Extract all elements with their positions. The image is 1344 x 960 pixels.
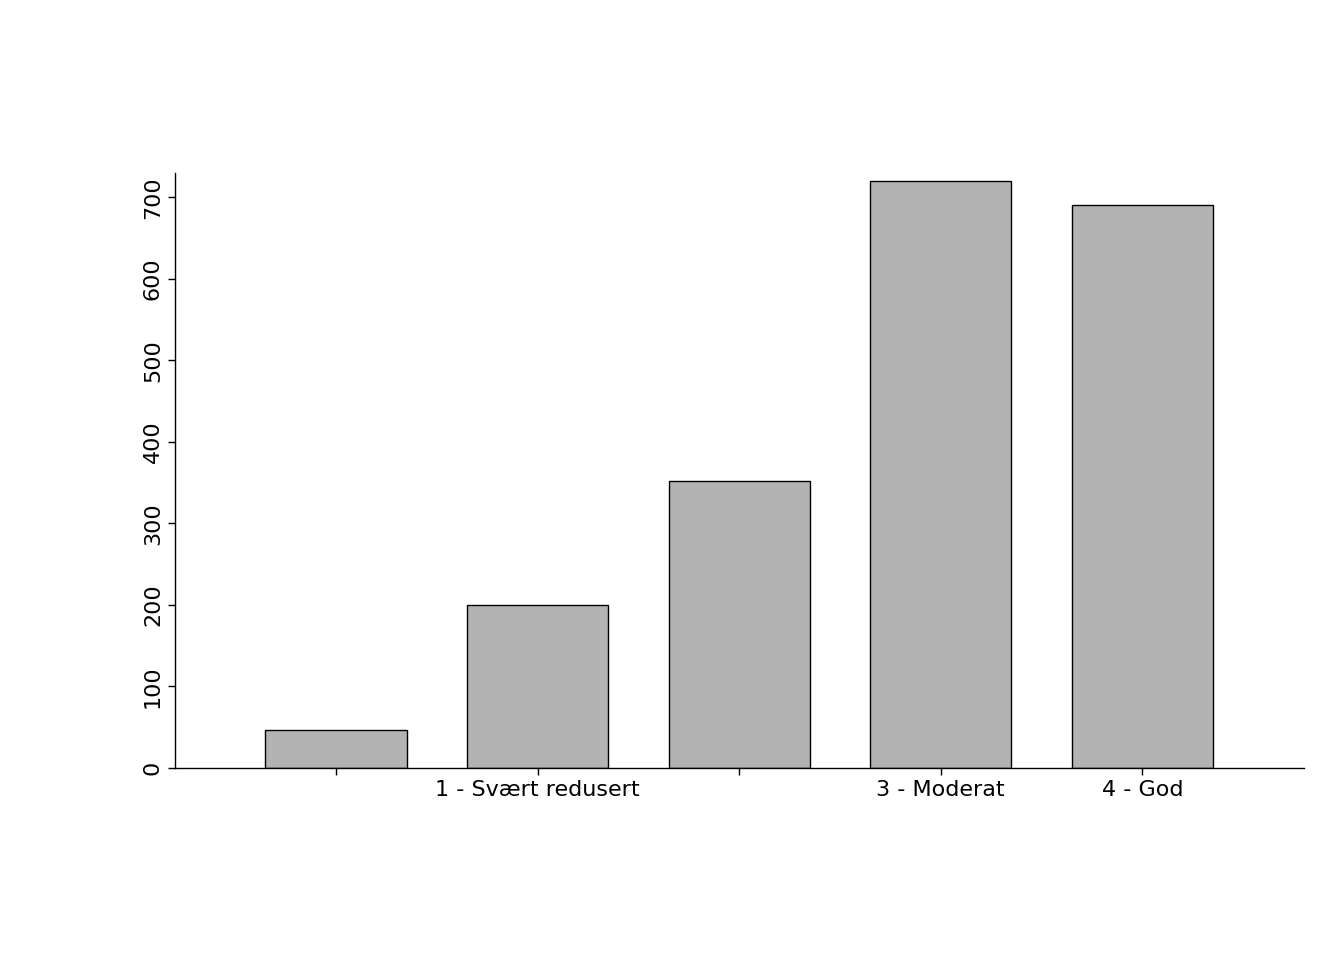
Bar <box>871 180 1011 768</box>
Bar <box>468 605 607 768</box>
Bar <box>668 481 809 768</box>
Bar <box>1073 205 1214 768</box>
Bar <box>265 730 407 768</box>
